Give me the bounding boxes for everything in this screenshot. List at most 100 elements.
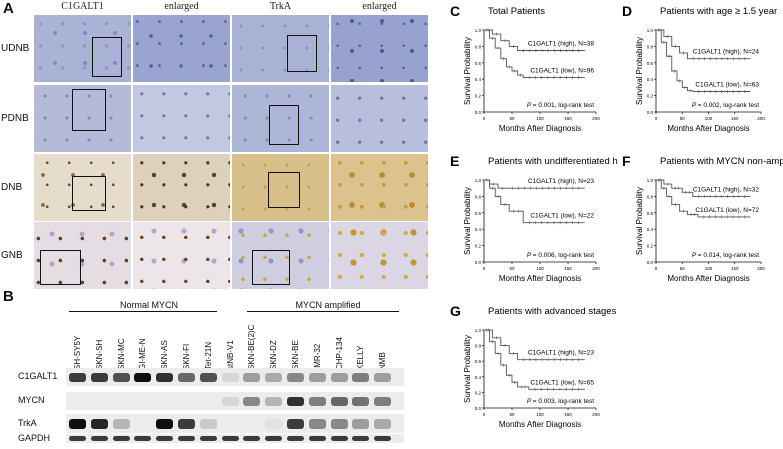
x-tick-label: 0 — [483, 116, 486, 121]
y-tick-label: 0.0 — [647, 260, 654, 265]
lane-label: IMR-32 — [312, 343, 322, 370]
p-value-text: = 0.002, log-rank test — [698, 102, 759, 109]
ihc-image-tile — [331, 154, 428, 221]
km-panel-letter: G — [450, 303, 461, 319]
blot-band — [352, 397, 370, 406]
group-label-normal: Normal MYCN — [119, 300, 178, 310]
x-tick-label: 150 — [731, 266, 739, 271]
blot-band — [178, 419, 195, 429]
y-tick-label: 0.0 — [475, 260, 482, 265]
y-axis-label: Survival Probability — [635, 37, 644, 105]
y-tick-label: 0.6 — [475, 211, 482, 216]
zoom-region-box — [72, 176, 106, 211]
blot-band — [265, 373, 283, 382]
km-curve-high — [656, 179, 751, 197]
group-line-normal — [69, 311, 217, 312]
blot-band — [265, 419, 283, 429]
blot-band — [330, 436, 348, 441]
series-label-high: C1GALT1 (high), N=32 — [693, 186, 760, 193]
y-axis-label: Survival Probability — [463, 37, 472, 105]
ihc-image-tile — [232, 15, 329, 82]
blot-band — [134, 373, 152, 382]
series-label-low: C1GALT1 (low), N=72 — [695, 207, 759, 214]
y-axis-label: Survival Probability — [635, 187, 644, 255]
blot-band — [134, 436, 152, 441]
y-tick-label: 0.8 — [475, 194, 482, 199]
km-chart: E Patients with undifferentiated histolog… — [450, 153, 650, 283]
x-axis-label: Months After Diagnosis — [499, 124, 581, 133]
km-chart: D Patients with age ≥ 1.5 year 0.0 0.2 0.4 0.… — [622, 3, 777, 133]
blot-band — [330, 373, 348, 382]
ihc-col-header: enlarged — [164, 1, 199, 12]
x-tick-label: 200 — [757, 116, 765, 121]
ihc-col-header: C1GALT1 — [61, 1, 104, 12]
blot-label: C1GALT1 — [18, 371, 58, 381]
y-tick-label: 0.8 — [647, 44, 654, 49]
zoom-region-box — [269, 105, 299, 145]
blot-band — [243, 397, 261, 406]
y-tick-label: 0.2 — [475, 244, 482, 249]
y-tick-label: 0.8 — [475, 344, 482, 349]
km-panel: F Patients with MYCN non-amplified 0.0 0.2 0… — [620, 150, 783, 298]
ihc-image-tile — [34, 154, 131, 221]
blot-band — [287, 419, 304, 429]
blot-band — [200, 397, 217, 406]
lane-label: SKN-DZ — [269, 340, 279, 370]
blot-band — [287, 397, 304, 406]
series-label-low: C1GALT1 (low), N=22 — [530, 213, 594, 220]
zoom-region-box — [40, 250, 81, 285]
x-tick-label: 100 — [536, 412, 544, 417]
p-value-text: = 0.003, log-rank test — [533, 398, 594, 405]
y-axis-label: Survival Probability — [463, 187, 472, 255]
x-tick-label: 150 — [564, 266, 572, 271]
lane-label: SKN-SH — [94, 339, 104, 370]
lane-label: SKN-BE(2)C — [247, 324, 257, 370]
zoom-region-box — [72, 89, 106, 131]
blot-strip — [66, 414, 404, 433]
series-label-high: C1GALT1 (high), N=24 — [693, 49, 760, 56]
x-tick-label: 50 — [509, 266, 515, 271]
y-tick-label: 0.6 — [475, 61, 482, 66]
x-tick-label: 0 — [483, 266, 486, 271]
km-chart: G Patients with advanced stages 0.0 0.2 0.4 0… — [450, 303, 617, 429]
km-title: Patients with age ≥ 1.5 year — [660, 6, 777, 17]
y-tick-label: 0.8 — [647, 194, 654, 199]
blot-band — [308, 373, 326, 382]
y-tick-label: 0.2 — [647, 94, 654, 99]
lane-label: CHP-134 — [334, 337, 344, 370]
blot-strip — [66, 368, 404, 386]
p-symbol: P — [527, 252, 533, 259]
blot-band — [265, 436, 283, 441]
blot-band — [308, 397, 326, 406]
series-label-high: C1GALT1 (high), N=38 — [528, 41, 595, 48]
lane-label: Tet-21N — [203, 341, 213, 370]
blot-band — [243, 419, 260, 429]
blot-band — [69, 436, 86, 441]
blot-band — [308, 436, 326, 441]
ihc-row-label: PDNB — [1, 112, 29, 124]
lane-label: KELLY — [356, 345, 366, 370]
p-value: P = 0.002, log-rank test — [692, 102, 759, 109]
x-tick-label: 200 — [757, 266, 765, 271]
p-symbol: P — [527, 398, 533, 405]
panel-b-letter: B — [3, 288, 14, 305]
y-tick-label: 0.0 — [475, 110, 482, 115]
p-value-text: = 0.006, log-rank test — [533, 252, 594, 259]
ihc-image-tile — [133, 85, 230, 152]
ihc-image-tile — [331, 222, 428, 289]
x-tick-label: 50 — [509, 116, 515, 121]
km-panel: E Patients with undifferentiated histolog… — [448, 150, 650, 298]
group-label-amplified: MYCN amplified — [295, 300, 361, 310]
y-tick-label: 0.8 — [475, 44, 482, 49]
blot-band — [199, 373, 217, 382]
km-chart: F Patients with MYCN non-amplified 0.0 0.2 0… — [622, 153, 783, 283]
x-tick-label: 100 — [536, 266, 544, 271]
y-tick-label: 0.4 — [475, 375, 482, 380]
zoom-region-box — [252, 250, 290, 285]
lane-label: SKN-AS — [160, 340, 170, 370]
x-axis-label: Months After Diagnosis — [499, 274, 581, 283]
km-curve-low — [484, 179, 585, 224]
y-tick-label: 0.6 — [475, 359, 482, 364]
x-tick-label: 150 — [731, 116, 739, 121]
ihc-image-tile — [34, 85, 131, 152]
